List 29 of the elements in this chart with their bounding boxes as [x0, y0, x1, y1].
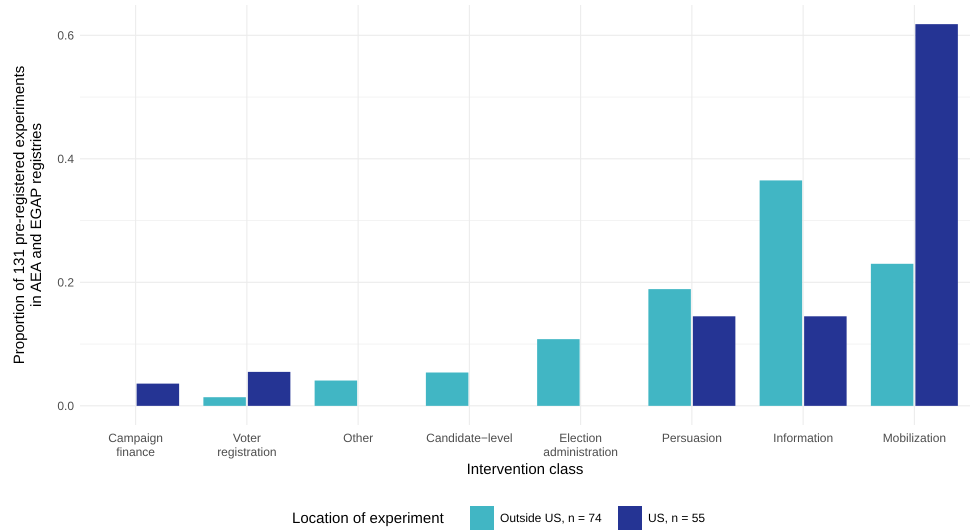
x-tick-label: Campaign finance [108, 431, 163, 459]
bar [648, 289, 691, 406]
y-axis-title: Proportion of 131 pre-registered experiments in AEA and EGAP registries [11, 66, 45, 364]
y-tick-label: 0.4 [57, 152, 74, 166]
legend-title: Location of experiment [292, 510, 445, 527]
y-tick-label: 0.2 [57, 276, 74, 290]
x-tick-label: Mobilization [882, 431, 946, 445]
x-tick-label: Voter registration [217, 431, 277, 459]
bar [692, 316, 736, 406]
y-tick-label: 0.0 [57, 399, 74, 414]
bar [248, 372, 290, 406]
legend-label: Outside US, n = 74 [500, 511, 602, 525]
bar [426, 372, 468, 406]
bar [804, 316, 847, 406]
x-tick-label: Persuasion [662, 431, 722, 445]
x-tick-label: Candidate−level [426, 431, 513, 445]
x-tick-label: Other [343, 431, 374, 445]
bar [136, 384, 180, 406]
bar [870, 264, 914, 406]
bar [915, 24, 958, 406]
bar [537, 339, 580, 406]
bar [760, 180, 802, 406]
y-tick-label: 0.6 [57, 28, 74, 42]
x-axis-title: Intervention class [466, 461, 584, 478]
bar [314, 380, 358, 406]
x-tick-label: Information [773, 431, 834, 445]
legend-label: US, n = 55 [648, 511, 706, 525]
bar [203, 397, 246, 406]
x-tick-label: Election administration [543, 431, 618, 459]
